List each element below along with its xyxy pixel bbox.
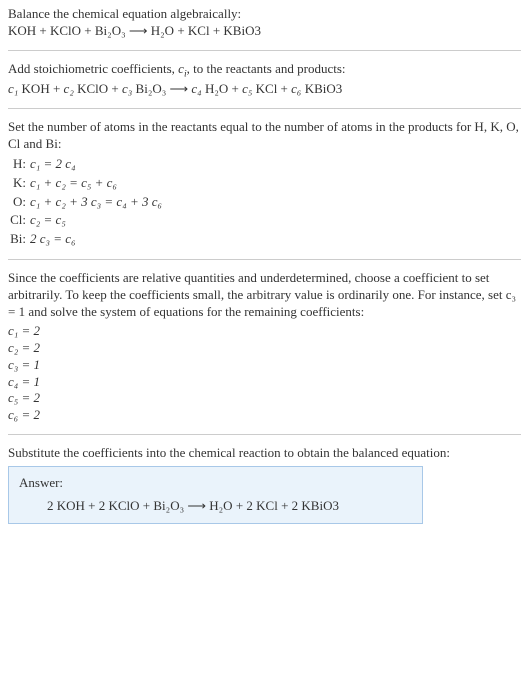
el-label: Cl: — [8, 211, 30, 230]
table-row: Bi:2 c₃ = c₆ — [8, 230, 166, 249]
r6: KBiO3 — [301, 81, 342, 96]
substitute-instruction: Substitute the coefficients into the che… — [8, 445, 521, 462]
coef-value: c₁ = 2 — [8, 323, 521, 340]
el-label: K: — [8, 174, 30, 193]
divider-2 — [8, 108, 521, 109]
el-eq: c₁ + c₂ = c₅ + c₆ — [30, 174, 166, 193]
divider-4 — [8, 434, 521, 435]
atom-balance-intro: Set the number of atoms in the reactants… — [8, 119, 521, 153]
table-row: Cl:c₂ = c₅ — [8, 211, 166, 230]
balance-instruction: Balance the chemical equation algebraica… — [8, 6, 521, 23]
c5: c₅ — [242, 81, 252, 96]
unbalanced-equation: KOH + KClO + Bi₂O₃ ⟶ H₂O + KCl + KBiO3 — [8, 23, 521, 40]
c2: c₂ — [64, 81, 74, 96]
ci-symbol: ci — [178, 61, 187, 76]
el-label: Bi: — [8, 230, 30, 249]
el-eq: c₁ + c₂ + 3 c₃ = c₄ + 3 c₆ — [30, 193, 166, 212]
solve-intro: Since the coefficients are relative quan… — [8, 270, 521, 321]
el-label: O: — [8, 193, 30, 212]
table-row: O:c₁ + c₂ + 3 c₃ = c₄ + 3 c₆ — [8, 193, 166, 212]
r1: KOH + — [18, 81, 63, 96]
r5: KCl + — [252, 81, 291, 96]
block-balance-intro: Balance the chemical equation algebraica… — [8, 6, 521, 40]
c4: c₄ — [191, 81, 201, 96]
c3: c₃ — [122, 81, 132, 96]
divider-3 — [8, 259, 521, 260]
block-answer: Substitute the coefficients into the che… — [8, 445, 521, 524]
el-eq: c₂ = c₅ — [30, 211, 166, 230]
table-row: H:c₁ = 2 c₄ — [8, 155, 166, 174]
r2: KClO + — [74, 81, 122, 96]
coefficient-values-list: c₁ = 2 c₂ = 2 c₃ = 1 c₄ = 1 c₅ = 2 c₆ = … — [8, 323, 521, 424]
el-eq: c₁ = 2 c₄ — [30, 155, 166, 174]
answer-box: Answer: 2 KOH + 2 KClO + Bi₂O₃ ⟶ H₂O + 2… — [8, 466, 423, 524]
text-part-b: , to the reactants and products: — [187, 61, 346, 76]
text-part-a: Add stoichiometric coefficients, — [8, 61, 178, 76]
block-solve-coefficients: Since the coefficients are relative quan… — [8, 270, 521, 424]
answer-label: Answer: — [19, 475, 412, 492]
add-coeff-instruction: Add stoichiometric coefficients, ci, to … — [8, 61, 521, 81]
coef-value: c₂ = 2 — [8, 340, 521, 357]
coefficient-equation: c₁ KOH + c₂ KClO + c₃ Bi₂O₃ ⟶ c₄ H₂O + c… — [8, 81, 521, 98]
divider-1 — [8, 50, 521, 51]
el-label: H: — [8, 155, 30, 174]
coef-value: c₅ = 2 — [8, 390, 521, 407]
c6: c₆ — [291, 81, 301, 96]
table-row: K:c₁ + c₂ = c₅ + c₆ — [8, 174, 166, 193]
r4: H₂O + — [202, 81, 242, 96]
coef-value: c₃ = 1 — [8, 357, 521, 374]
c1: c₁ — [8, 81, 18, 96]
block-add-coefficients: Add stoichiometric coefficients, ci, to … — [8, 61, 521, 98]
el-eq: 2 c₃ = c₆ — [30, 230, 166, 249]
balanced-equation: 2 KOH + 2 KClO + Bi₂O₃ ⟶ H₂O + 2 KCl + 2… — [19, 498, 412, 515]
element-equations-table: H:c₁ = 2 c₄ K:c₁ + c₂ = c₅ + c₆ O:c₁ + c… — [8, 155, 166, 249]
r3: Bi₂O₃ ⟶ — [132, 81, 191, 96]
coef-value: c₆ = 2 — [8, 407, 521, 424]
block-atom-balance: Set the number of atoms in the reactants… — [8, 119, 521, 249]
coef-value: c₄ = 1 — [8, 374, 521, 391]
